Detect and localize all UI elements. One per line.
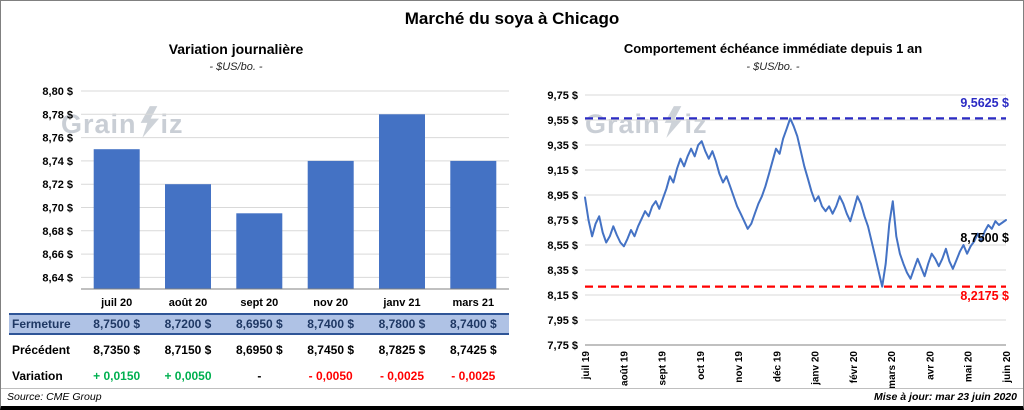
- line-chart-subtitle: - $US/bo. -: [746, 61, 800, 73]
- daily-variation-bar-chart: 8,80 $ 8,78 $ 8,76 $ 8,74 $ 8,72 $ 8,70 $ 8,68…: [42, 86, 509, 309]
- svg-text:8,75 $: 8,75 $: [547, 215, 578, 227]
- bar-chart-subtitle: - $US/bo. -: [209, 61, 263, 73]
- lightning-bolt-icon: [140, 106, 159, 138]
- bar-chart-title: Variation journalière: [168, 41, 304, 57]
- update-note: Mise à jour: mar 23 juin 2020: [874, 391, 1017, 403]
- price-line: [584, 117, 1007, 288]
- variation-cell: + 0,0050: [164, 369, 212, 383]
- svg-text:7,75 $: 7,75 $: [547, 340, 578, 352]
- row-label-precedent: Précédent: [12, 343, 71, 357]
- svg-text:9,75 $: 9,75 $: [547, 90, 578, 102]
- svg-text:9,15 $: 9,15 $: [547, 165, 578, 177]
- svg-text:juil 19: juil 19: [581, 351, 592, 381]
- watermark-text-prefix: Grain: [585, 109, 661, 139]
- fermeture-cell: 8,7800 $: [378, 317, 426, 331]
- svg-text:avr 20: avr 20: [926, 351, 937, 380]
- table-row-variation: Variation + 0,0150 + 0,0050 - - 0,0050 -…: [9, 365, 509, 387]
- svg-text:sept 19: sept 19: [658, 351, 669, 386]
- svg-text:8,74 $: 8,74 $: [42, 156, 73, 168]
- svg-text:nov 19: nov 19: [734, 351, 745, 383]
- svg-text:oct 19: oct 19: [696, 351, 707, 380]
- fermeture-cell: 8,7200 $: [164, 317, 212, 331]
- precedent-cell: 8,7150 $: [164, 343, 212, 357]
- svg-text:8,68 $: 8,68 $: [42, 226, 73, 238]
- svg-text:8,70 $: 8,70 $: [42, 203, 73, 215]
- svg-text:8,35 $: 8,35 $: [547, 265, 578, 277]
- svg-text:8,55 $: 8,55 $: [547, 240, 578, 252]
- precedent-cell: 8,7350 $: [93, 343, 141, 357]
- svg-text:mai 20: mai 20: [964, 351, 975, 383]
- line-chart-title: Comportement échéance immédiate depuis 1…: [623, 41, 923, 56]
- fermeture-cell: 8,7500 $: [93, 317, 141, 331]
- svg-text:sept 20: sept 20: [240, 297, 278, 309]
- variation-cell: - 0,0050: [308, 369, 353, 383]
- variation-cell: + 0,0150: [93, 369, 141, 383]
- watermark-text-suffix: iz: [684, 109, 708, 139]
- precedent-cell: 8,7450 $: [307, 343, 355, 357]
- footer: Source: CME Group Mise à jour: mar 23 ju…: [1, 388, 1023, 406]
- svg-text:janv 21: janv 21: [382, 297, 420, 309]
- svg-text:8,15 $: 8,15 $: [547, 290, 578, 302]
- svg-text:9,55 $: 9,55 $: [547, 115, 578, 127]
- page-title: Marché du soya à Chicago: [404, 9, 620, 28]
- svg-text:mars 20: mars 20: [887, 351, 898, 389]
- bar-x-axis-labels: juil 20 août 20 sept 20 nov 20 janv 21 mars 2…: [100, 297, 494, 309]
- svg-text:9,35 $: 9,35 $: [547, 140, 578, 152]
- svg-text:8,64 $: 8,64 $: [42, 272, 73, 284]
- variation-cell: -: [257, 369, 262, 383]
- variation-cell: - 0,0025: [379, 369, 425, 383]
- price-table: Fermeture 8,7500 $ 8,7200 $ 8,6950 $ 8,7…: [9, 313, 509, 391]
- svg-text:juil 20: juil 20: [100, 297, 132, 309]
- precedent-cell: 8,7825 $: [378, 343, 426, 357]
- front-month-line-chart: 9,75 $ 9,55 $ 9,35 $ 9,15 $ 8,95 $ 8,75 $ 8,55…: [547, 90, 1013, 389]
- svg-text:févr 20: févr 20: [849, 351, 860, 384]
- precedent-cell: 8,7425 $: [449, 343, 497, 357]
- bar-gridlines: [81, 90, 509, 278]
- source-note: Source: CME Group: [7, 391, 102, 403]
- svg-text:7,95 $: 7,95 $: [547, 315, 578, 327]
- svg-text:août 19: août 19: [619, 351, 630, 386]
- table-row-fermeture: Fermeture 8,7500 $ 8,7200 $ 8,6950 $ 8,7…: [9, 313, 509, 335]
- annotation-last-price: 8,7500 $: [960, 231, 1009, 245]
- line-x-axis-labels: juil 19 août 19 sept 19 oct 19 nov 19 déc 19 j…: [581, 351, 1013, 389]
- svg-text:8,78 $: 8,78 $: [42, 109, 73, 121]
- svg-text:août 20: août 20: [169, 297, 208, 309]
- svg-text:8,95 $: 8,95 $: [547, 190, 578, 202]
- svg-text:janv 20: janv 20: [811, 351, 822, 386]
- fermeture-cell: 8,7400 $: [449, 317, 497, 331]
- svg-text:8,72 $: 8,72 $: [42, 179, 73, 191]
- table-row-precedent: Précédent 8,7350 $ 8,7150 $ 8,6950 $ 8,7…: [9, 339, 509, 361]
- line-gridlines: [585, 94, 1006, 346]
- svg-text:déc 19: déc 19: [772, 351, 783, 383]
- line-y-axis-labels: 9,75 $ 9,55 $ 9,35 $ 9,15 $ 8,95 $ 8,75 $ 8,55…: [547, 90, 578, 352]
- row-label-fermeture: Fermeture: [12, 317, 71, 331]
- svg-text:juin 20: juin 20: [1002, 351, 1013, 384]
- svg-text:mars 21: mars 21: [453, 297, 495, 309]
- row-label-variation: Variation: [12, 369, 63, 383]
- svg-text:8,66 $: 8,66 $: [42, 249, 73, 261]
- fermeture-cell: 8,6950 $: [235, 317, 283, 331]
- grainwiz-watermark-right: Grain iz: [585, 105, 708, 140]
- lightning-bolt-icon: [664, 106, 683, 138]
- bar-series: [93, 114, 497, 289]
- annotation-min-price: 8,2175 $: [960, 289, 1009, 303]
- annotation-max-price: 9,5625 $: [960, 96, 1009, 110]
- bar-y-axis-labels: 8,80 $ 8,78 $ 8,76 $ 8,74 $ 8,72 $ 8,70 $ 8,68…: [42, 86, 73, 284]
- svg-text:nov 20: nov 20: [313, 297, 348, 309]
- svg-text:8,80 $: 8,80 $: [42, 86, 73, 98]
- precedent-cell: 8,6950 $: [235, 343, 283, 357]
- variation-cell: - 0,0025: [451, 369, 496, 383]
- svg-text:8,76 $: 8,76 $: [42, 133, 73, 145]
- fermeture-cell: 8,7400 $: [307, 317, 355, 331]
- watermark-text-suffix: iz: [160, 109, 184, 139]
